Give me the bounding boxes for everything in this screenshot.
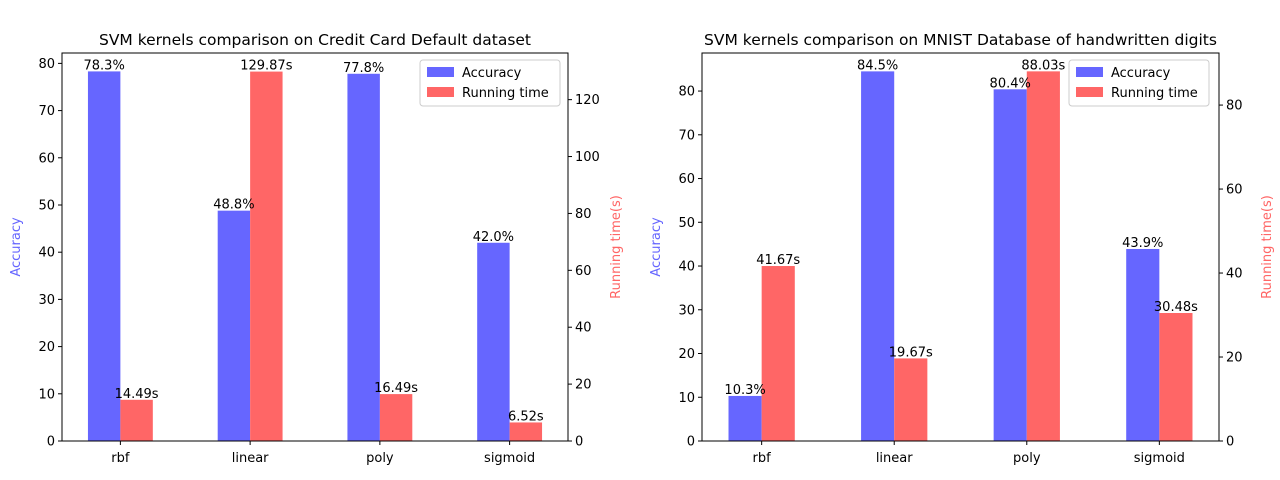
- running-time-bar-poly: [379, 394, 413, 441]
- accuracy-bar-poly: [347, 73, 380, 441]
- running-time-label-poly: 16.49s: [374, 381, 418, 396]
- x-tick-label-linear: linear: [876, 451, 913, 466]
- running-time-label-linear: 129.87s: [240, 59, 292, 74]
- right-tick-label: 20: [1226, 351, 1243, 366]
- accuracy-bar-rbf: [87, 71, 121, 442]
- accuracy-label-sigmoid: 43.9%: [1122, 236, 1163, 251]
- left-tick-label: 50: [678, 216, 695, 231]
- accuracy-bar-sigmoid: [477, 242, 510, 441]
- accuracy-bar-rbf: [728, 395, 762, 441]
- legend-swatch-accuracy: [1076, 67, 1103, 77]
- legend-swatch-accuracy: [427, 67, 454, 77]
- running-time-label-rbf: 14.49s: [115, 387, 159, 402]
- legend: Accuracy Running time: [1068, 59, 1210, 107]
- accuracy-bar-poly: [993, 89, 1027, 442]
- left-tick-label: 0: [687, 435, 695, 450]
- legend-label-accuracy: Accuracy: [462, 66, 522, 81]
- left-tick-label: 40: [678, 260, 695, 275]
- left-tick-label: 10: [38, 387, 55, 402]
- accuracy-bar-sigmoid: [1126, 248, 1160, 441]
- accuracy-label-rbf: 78.3%: [84, 58, 125, 73]
- legend-swatch-running-time: [427, 87, 454, 97]
- running-time-bar-poly: [1026, 71, 1060, 441]
- left-tick-label: 30: [678, 303, 695, 318]
- running-time-bar-sigmoid: [509, 422, 543, 441]
- right-tick-label: 0: [575, 435, 583, 450]
- right-tick-label: 120: [575, 93, 600, 108]
- legend-swatch-running-time: [1076, 87, 1103, 97]
- left-tick-label: 60: [38, 151, 55, 166]
- accuracy-label-sigmoid: 42.0%: [473, 230, 514, 245]
- left-tick-label: 70: [38, 104, 55, 119]
- y-axis-label-left: Accuracy: [9, 217, 24, 277]
- accuracy-label-linear: 48.8%: [213, 198, 254, 213]
- x-tick-label-poly: poly: [366, 451, 394, 466]
- x-tick-label-sigmoid: sigmoid: [484, 451, 535, 466]
- running-time-bar-linear: [894, 358, 928, 441]
- y-axis-label-left: Accuracy: [649, 217, 664, 277]
- right-tick-label: 40: [575, 321, 592, 336]
- y-axis-label-right: Running time(s): [609, 195, 624, 299]
- x-tick-label-poly: poly: [1013, 451, 1041, 466]
- right-tick-label: 40: [1226, 267, 1243, 282]
- legend-label-running-time: Running time: [462, 86, 549, 101]
- legend-label-running-time: Running time: [1111, 86, 1198, 101]
- right-tick-label: 60: [575, 264, 592, 279]
- legend-box: [1068, 59, 1210, 107]
- x-tick-label-linear: linear: [232, 451, 269, 466]
- y-axis-label-right: Running time(s): [1260, 195, 1275, 299]
- x-tick-label-rbf: rbf: [753, 451, 772, 466]
- chart-title: SVM kernels comparison on MNIST Database…: [704, 31, 1217, 49]
- left-tick-label: 40: [38, 246, 55, 261]
- legend-label-accuracy: Accuracy: [1111, 66, 1171, 81]
- chart-panel-2: 10.3% 41.67s 84.5% 19.67s 80.4% 88.03s 43.9% 30…: [649, 31, 1275, 466]
- running-time-label-sigmoid: 6.52s: [508, 409, 544, 424]
- left-tick-label: 20: [678, 347, 695, 362]
- running-time-label-sigmoid: 30.48s: [1154, 300, 1198, 315]
- accuracy-label-rbf: 10.3%: [724, 383, 765, 398]
- running-time-bar-rbf: [120, 399, 153, 441]
- left-tick-label: 70: [678, 128, 695, 143]
- right-tick-label: 80: [575, 207, 592, 222]
- right-tick-label: 20: [575, 378, 592, 393]
- x-tick-label-sigmoid: sigmoid: [1134, 451, 1185, 466]
- plot-frame: [701, 52, 1220, 442]
- x-tick-label-rbf: rbf: [111, 451, 130, 466]
- running-time-bar-sigmoid: [1159, 313, 1193, 441]
- running-time-bar-rbf: [761, 266, 795, 441]
- right-tick-label: 60: [1226, 183, 1243, 198]
- running-time-bar-linear: [250, 71, 283, 441]
- left-tick-label: 20: [38, 340, 55, 355]
- running-time-label-poly: 88.03s: [1021, 58, 1065, 73]
- accuracy-label-poly: 80.4%: [990, 76, 1031, 91]
- accuracy-bar-linear: [217, 210, 251, 441]
- left-tick-label: 10: [678, 391, 695, 406]
- right-tick-label: 80: [1226, 99, 1243, 114]
- right-tick-label: 100: [575, 150, 600, 165]
- left-tick-label: 80: [38, 57, 55, 72]
- plot-frame: [61, 52, 569, 442]
- accuracy-label-poly: 77.8%: [343, 61, 384, 76]
- left-tick-label: 50: [38, 198, 55, 213]
- legend: Accuracy Running time: [419, 59, 561, 107]
- right-tick-label: 0: [1226, 435, 1234, 450]
- running-time-label-linear: 19.67s: [889, 345, 933, 360]
- running-time-label-rbf: 41.67s: [756, 253, 800, 268]
- legend-box: [419, 59, 561, 107]
- chart-title: SVM kernels comparison on Credit Card De…: [99, 31, 531, 49]
- left-tick-label: 0: [47, 435, 55, 450]
- accuracy-bar-linear: [861, 71, 895, 441]
- left-tick-label: 60: [678, 172, 695, 187]
- left-tick-label: 80: [678, 85, 695, 100]
- chart-panel-1: 78.3% 14.49s 48.8% 129.87s 77.8% 16.49s 42.0% 6…: [9, 31, 624, 466]
- accuracy-label-linear: 84.5%: [857, 58, 898, 73]
- left-tick-label: 30: [38, 293, 55, 308]
